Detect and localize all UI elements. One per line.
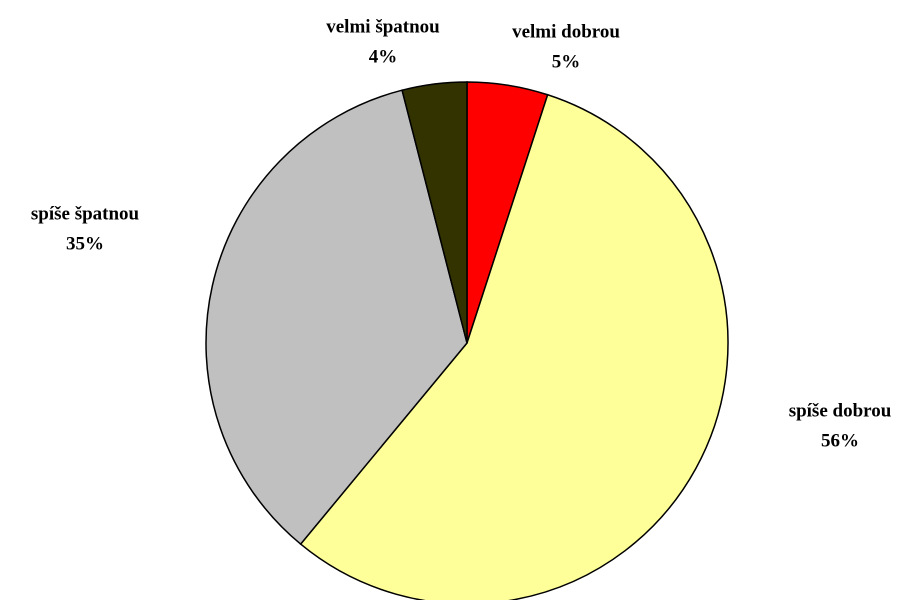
pie-slice bbox=[205, 89, 468, 546]
slice-label: spíše špatnou bbox=[31, 203, 140, 224]
pie-slice bbox=[299, 93, 729, 600]
slice-value-label: 56% bbox=[821, 430, 859, 451]
slice-label: velmi dobrou bbox=[512, 21, 620, 42]
slice-value-label: 4% bbox=[369, 46, 398, 67]
slice-value-label: 5% bbox=[552, 51, 581, 72]
slice-label: velmi špatnou bbox=[326, 16, 440, 37]
slice-label: spíše dobrou bbox=[789, 400, 892, 421]
pie-slice bbox=[401, 81, 468, 344]
slice-value-label: 35% bbox=[66, 233, 104, 254]
